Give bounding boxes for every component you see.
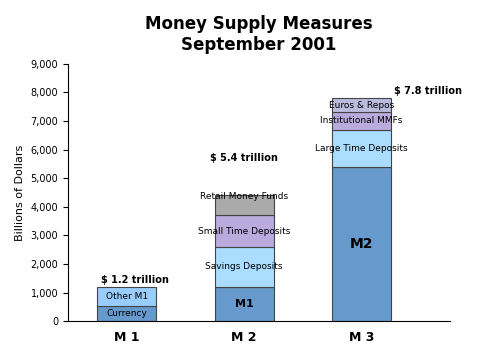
Bar (332, 112, 391, 130)
Bar (215, 195, 274, 215)
Bar (215, 247, 274, 287)
Text: Institutional MMFs: Institutional MMFs (320, 116, 403, 125)
Text: M2: M2 (350, 237, 373, 251)
Y-axis label: Billions of Dollars: Billions of Dollars (15, 144, 25, 241)
Bar (215, 215, 274, 247)
Bar (97, 306, 156, 321)
Text: Small Time Deposits: Small Time Deposits (198, 227, 290, 236)
Text: Other M1: Other M1 (106, 292, 148, 301)
Text: Large Time Deposits: Large Time Deposits (315, 144, 408, 153)
Text: $ 7.8 trillion: $ 7.8 trillion (395, 86, 463, 96)
Bar (332, 167, 391, 321)
Bar (332, 130, 391, 167)
Text: Retail Money Funds: Retail Money Funds (200, 192, 288, 201)
Title: Money Supply Measures
September 2001: Money Supply Measures September 2001 (145, 15, 373, 54)
Text: Savings Deposits: Savings Deposits (205, 262, 283, 271)
Bar (97, 287, 156, 306)
Text: M1: M1 (235, 299, 253, 309)
Bar (332, 98, 391, 112)
Text: Euros & Repos: Euros & Repos (329, 101, 394, 110)
Text: $ 5.4 trillion: $ 5.4 trillion (210, 153, 278, 163)
Text: $ 1.2 trillion: $ 1.2 trillion (101, 275, 169, 285)
Text: Currency: Currency (106, 309, 147, 318)
Bar (215, 287, 274, 321)
